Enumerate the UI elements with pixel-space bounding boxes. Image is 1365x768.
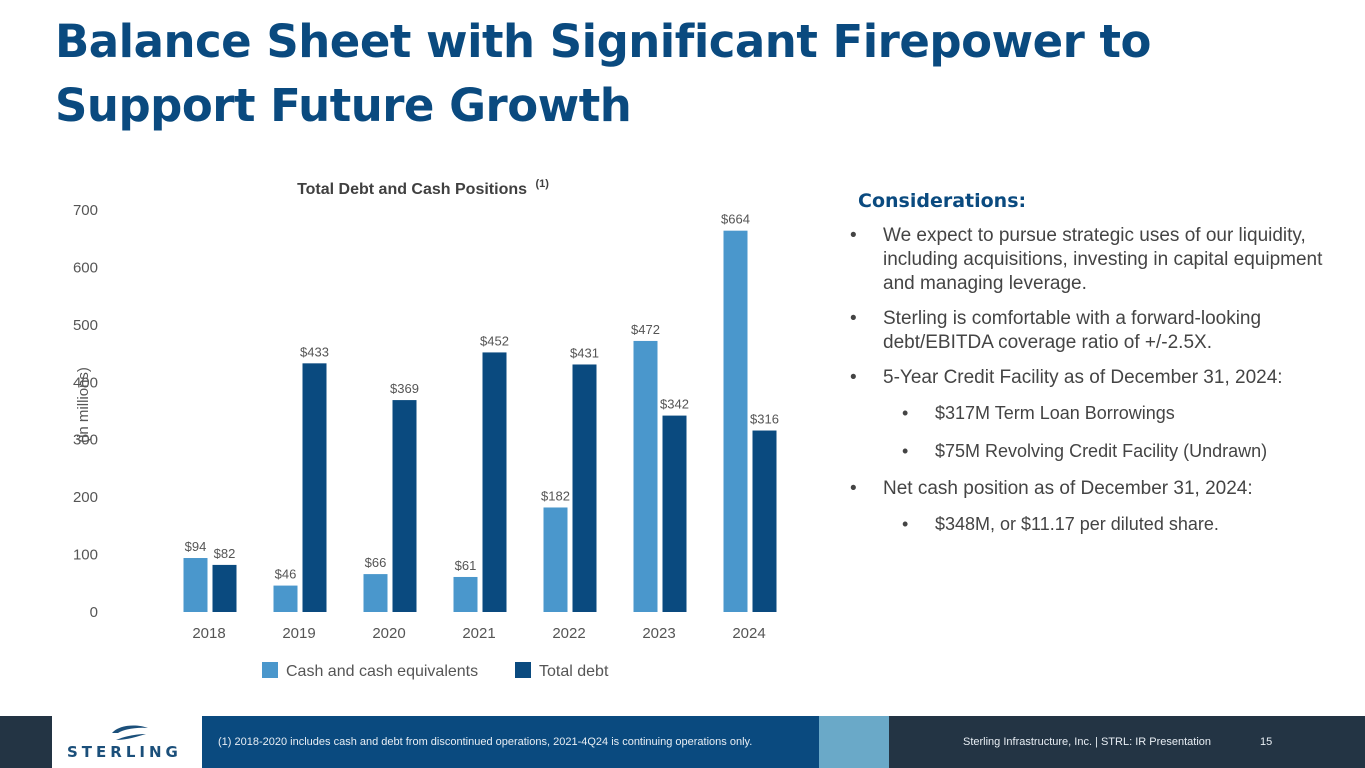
page-number: 15 xyxy=(1260,736,1273,748)
considerations-panel: Considerations: • We expect to pursue str… xyxy=(840,188,1340,550)
y-tick-label: 200 xyxy=(73,489,98,506)
debt-cash-bar-chart: Total Debt and Cash Positions (1) (in mi… xyxy=(73,178,779,680)
footer-bar: STERLING (1) 2018-2020 includes cash and… xyxy=(0,716,1365,768)
considerations-item-text: We expect to pursue strategic uses of ou… xyxy=(883,225,1323,294)
x-tick-label: 2018 xyxy=(192,625,225,642)
x-tick-label: 2020 xyxy=(372,625,405,642)
x-tick-label: 2023 xyxy=(642,625,675,642)
legend-swatch xyxy=(262,662,278,678)
cash-value-label: $46 xyxy=(275,567,297,582)
cash-value-label: $664 xyxy=(721,212,750,227)
cash-value-label: $182 xyxy=(541,488,570,503)
debt-bar xyxy=(752,430,777,612)
x-axis-ticks: 2018 2019 2020 2021 2022 2023 2024 xyxy=(192,625,765,642)
debt-bar xyxy=(482,352,507,612)
considerations-item: • $317M Term Loan Borrowings xyxy=(840,401,1340,425)
cash-value-label: $61 xyxy=(455,558,477,573)
considerations-item-text: Sterling is comfortable with a forward-l… xyxy=(883,308,1262,353)
y-tick-label: 700 xyxy=(73,202,98,219)
cash-bar xyxy=(453,576,478,612)
chart-title-superscript: (1) xyxy=(535,178,549,190)
x-tick-label: 2021 xyxy=(462,625,495,642)
cash-bar xyxy=(543,507,568,612)
bullet-icon: • xyxy=(850,308,857,329)
sterling-swoosh-icon xyxy=(112,725,148,740)
debt-value-label: $431 xyxy=(570,345,599,360)
considerations-item-text: 5-Year Credit Facility as of December 31… xyxy=(883,367,1283,388)
cash-value-label: $66 xyxy=(365,555,387,570)
bullet-icon: • xyxy=(850,225,857,246)
considerations-heading: Considerations: xyxy=(858,190,1027,212)
footer-company: Sterling Infrastructure, Inc. | STRL: IR… xyxy=(963,736,1212,748)
debt-value-label: $369 xyxy=(390,381,419,396)
bar-value-labels: $94 $82 $46 $433 $66 $369 $61 $452 $182 $431 $472 $… xyxy=(185,212,779,582)
cash-bar xyxy=(723,230,748,612)
bullet-icon: • xyxy=(902,514,909,534)
considerations-item-text: $75M Revolving Credit Facility (Undrawn) xyxy=(935,441,1268,461)
considerations-item: • 5-Year Credit Facility as of December 3… xyxy=(840,366,1340,390)
debt-value-label: $342 xyxy=(660,397,689,412)
cash-bar xyxy=(273,585,298,612)
cash-value-label: $472 xyxy=(631,322,660,337)
debt-value-label: $82 xyxy=(214,546,236,561)
debt-value-label: $316 xyxy=(750,412,779,427)
considerations-item: • We expect to pursue strategic uses of o… xyxy=(840,224,1340,296)
chart-legend: Cash and cash equivalents Total debt xyxy=(262,662,609,680)
debt-value-label: $433 xyxy=(300,344,329,359)
legend-swatch xyxy=(515,662,531,678)
bullet-icon: • xyxy=(850,478,857,499)
x-tick-label: 2019 xyxy=(282,625,315,642)
debt-bar xyxy=(572,364,597,612)
bullet-icon: • xyxy=(902,441,909,461)
bullet-icon: • xyxy=(902,403,909,423)
considerations-item: • $348M, or $11.17 per diluted share. xyxy=(840,512,1340,536)
x-tick-label: 2024 xyxy=(732,625,765,642)
x-tick-label: 2022 xyxy=(552,625,585,642)
footnote: (1) 2018-2020 includes cash and debt fro… xyxy=(218,736,753,748)
bars-group xyxy=(183,230,777,612)
considerations-item-text: $317M Term Loan Borrowings xyxy=(935,403,1175,423)
debt-value-label: $452 xyxy=(480,333,509,348)
sterling-logo-text: STERLING xyxy=(67,743,182,761)
footer-accent-block xyxy=(819,716,889,768)
cash-bar xyxy=(183,558,208,612)
bullet-icon: • xyxy=(850,367,857,388)
y-axis-label: (in millions) xyxy=(75,367,92,443)
y-axis-ticks: 0 100 200 300 400 500 600 700 xyxy=(73,202,98,621)
page-title-line-1: Balance Sheet with Significant Firepower… xyxy=(55,15,1151,68)
cash-bar xyxy=(363,574,388,612)
y-tick-label: 0 xyxy=(90,604,98,621)
considerations-item: • Sterling is comfortable with a forward-… xyxy=(840,307,1340,355)
considerations-item-text: Net cash position as of December 31, 202… xyxy=(883,478,1253,499)
legend-label: Cash and cash equivalents xyxy=(286,663,478,680)
y-tick-label: 400 xyxy=(73,374,98,391)
cash-bar xyxy=(633,340,658,612)
debt-bar xyxy=(392,400,417,612)
considerations-item-text: $348M, or $11.17 per diluted share. xyxy=(935,514,1219,534)
debt-bar xyxy=(662,415,687,612)
sterling-logo: STERLING xyxy=(52,716,202,768)
page-title: Balance Sheet with Significant Firepower… xyxy=(55,10,1305,138)
y-tick-label: 100 xyxy=(73,547,98,564)
chart-title: Total Debt and Cash Positions (1) xyxy=(297,178,549,198)
chart-title-text: Total Debt and Cash Positions xyxy=(297,181,527,198)
debt-bar xyxy=(302,363,327,612)
y-tick-label: 600 xyxy=(73,259,98,276)
debt-bar xyxy=(212,564,237,612)
y-tick-label: 500 xyxy=(73,317,98,334)
page-title-line-2: Support Future Growth xyxy=(55,79,632,132)
considerations-item: • $75M Revolving Credit Facility (Undrawn… xyxy=(840,439,1340,463)
cash-value-label: $94 xyxy=(185,539,207,554)
considerations-list: • We expect to pursue strategic uses of o… xyxy=(840,224,1340,536)
footer-footnote-area: (1) 2018-2020 includes cash and debt fro… xyxy=(202,716,819,768)
legend-label: Total debt xyxy=(539,663,609,680)
y-tick-label: 300 xyxy=(73,432,98,449)
considerations-item: • Net cash position as of December 31, 20… xyxy=(840,477,1340,501)
